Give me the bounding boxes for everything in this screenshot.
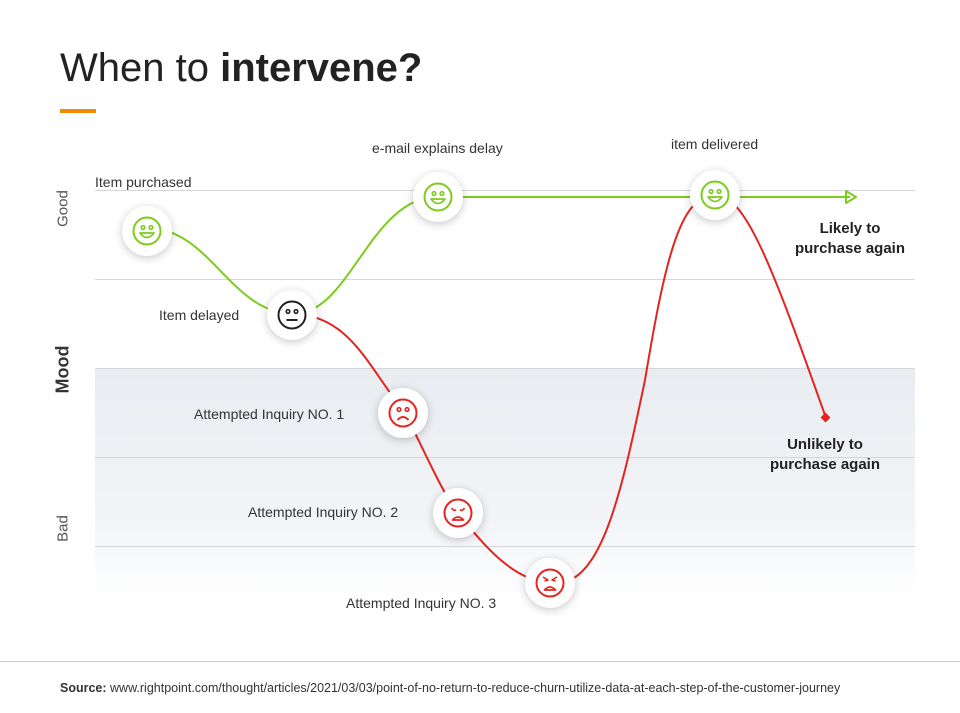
label-item-purchased: Item purchased (95, 174, 192, 190)
outcome-unlikely: Unlikely to purchase again (763, 435, 887, 475)
source-url[interactable]: www.rightpoint.com/thought/articles/2021… (110, 681, 841, 695)
inquiry-1-face (378, 388, 428, 438)
happy-face-icon (423, 182, 453, 212)
label-email-explains: e-mail explains delay (372, 140, 503, 156)
green-path (146, 195, 850, 316)
item-delayed-face (267, 290, 317, 340)
email-explains-face (413, 172, 463, 222)
gridline (95, 190, 915, 191)
label-item-delivered: item delivered (671, 136, 759, 152)
worried-face-icon (443, 498, 473, 528)
angry-face-icon (535, 568, 565, 598)
item-delivered-face (690, 170, 740, 220)
label-item-delayed: Item delayed (159, 307, 240, 323)
happy-face-icon (700, 180, 730, 210)
gridline (95, 368, 915, 369)
page-title: When to intervene? (60, 46, 422, 91)
footer-source: Source: www.rightpoint.com/thought/artic… (60, 681, 840, 695)
outcome-likely-line1: Likely to (819, 220, 881, 237)
label-inquiry-3: Attempted Inquiry NO. 3 (346, 595, 497, 611)
outcome-likely: Likely to purchase again (788, 219, 912, 259)
outcome-unlikely-line2: purchase again (769, 456, 881, 473)
label-inquiry-1: Attempted Inquiry NO. 1 (194, 406, 345, 422)
outcome-likely-line2: purchase again (794, 240, 906, 257)
title-accent-bar (60, 109, 96, 113)
neutral-face-icon (277, 300, 307, 330)
item-purchased-face (122, 206, 172, 256)
arrow-head-icon (845, 190, 857, 204)
happy-face-icon (132, 216, 162, 246)
end-marker (820, 412, 831, 423)
sad-face-icon (388, 398, 418, 428)
title-prefix: When to (60, 46, 221, 90)
gridline (95, 457, 915, 458)
bad-mood-zone (95, 368, 915, 600)
title-bold: intervene? (220, 46, 423, 90)
label-inquiry-2: Attempted Inquiry NO. 2 (248, 504, 399, 520)
footer-divider (0, 661, 960, 662)
source-label: Source: (60, 681, 107, 695)
inquiry-2-face (433, 488, 483, 538)
gridline (95, 279, 915, 280)
inquiry-3-face (525, 558, 575, 608)
red-path (291, 193, 827, 585)
outcome-unlikely-line1: Unlikely to (787, 436, 863, 453)
gridline (95, 546, 915, 547)
